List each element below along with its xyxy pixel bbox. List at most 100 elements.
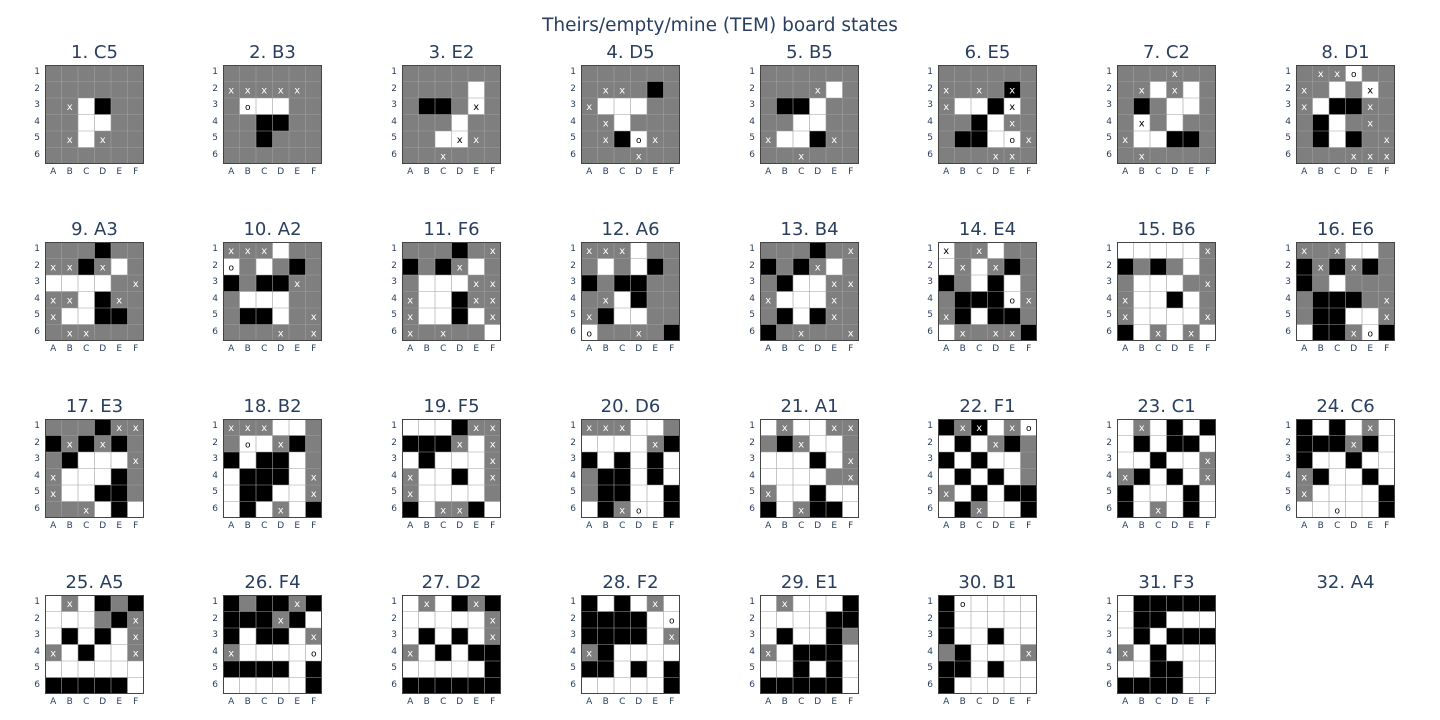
- board-cell: [94, 65, 111, 82]
- board-cell: [938, 644, 955, 661]
- board-cell: [289, 435, 306, 452]
- board-cell: [647, 308, 664, 325]
- board-cell: [630, 677, 647, 694]
- board-cell: [402, 114, 419, 131]
- row-tick-label: 4: [570, 293, 576, 304]
- col-tick-label: A: [407, 344, 414, 354]
- board-cell: [451, 595, 468, 612]
- board-cell: [1199, 98, 1216, 115]
- cell-x-mark: x: [133, 456, 139, 467]
- row-tick-label: 6: [391, 326, 397, 337]
- board-cell: [1133, 628, 1150, 645]
- board-cell: [1199, 468, 1216, 485]
- board-cell: [1362, 291, 1379, 308]
- board-cell: [418, 114, 435, 131]
- board-cell: [418, 485, 435, 502]
- row-tick-label: 3: [391, 454, 397, 465]
- board-cell: [111, 242, 128, 259]
- cell-x-mark: x: [1301, 85, 1307, 96]
- board-cell: [468, 611, 485, 628]
- board-cell: [1020, 308, 1037, 325]
- board-cell: [239, 628, 256, 645]
- cell-x-mark: x: [1139, 423, 1145, 434]
- cell-x-mark: x: [960, 328, 966, 339]
- board-cell: [809, 661, 826, 678]
- board-cell: [1020, 258, 1037, 275]
- cell-x-mark: x: [782, 599, 788, 610]
- board-cell: [1004, 275, 1021, 292]
- board-cell: [809, 501, 826, 518]
- row-tick-label: 2: [34, 83, 40, 94]
- board-cell: [418, 595, 435, 612]
- board-cell: [111, 468, 128, 485]
- col-tick-label: A: [407, 521, 414, 531]
- board-cell: [954, 324, 971, 341]
- row-tick-label: 4: [749, 470, 755, 481]
- board-cell: [1150, 65, 1167, 82]
- board-cell: [1020, 628, 1037, 645]
- col-tick-label: A: [407, 167, 414, 177]
- cell-x-mark: x: [1122, 295, 1128, 306]
- board-cell: [1329, 242, 1346, 259]
- board-cell: [1183, 98, 1200, 115]
- col-tick-label: E: [1188, 344, 1195, 354]
- board-cell: [451, 435, 468, 452]
- cell-x-mark: x: [976, 505, 982, 516]
- board-cell: [223, 452, 240, 469]
- cell-x-mark: x: [1155, 328, 1161, 339]
- cell-x-mark: x: [1334, 246, 1340, 257]
- board-cell: [614, 644, 631, 661]
- board-cell: [1378, 98, 1395, 115]
- board-cell: [61, 677, 78, 694]
- cell-x-mark: x: [1301, 489, 1307, 500]
- board-cell: [1362, 485, 1379, 502]
- board-cell: [1133, 308, 1150, 325]
- cell-x-mark: x: [245, 423, 251, 434]
- board-cell: [78, 661, 95, 678]
- board-cell: [451, 291, 468, 308]
- board-cell: [484, 147, 501, 164]
- board-cell: [971, 131, 988, 148]
- board-cell: [484, 435, 501, 452]
- col-tick-label: E: [1367, 167, 1374, 177]
- board-cell: [842, 677, 859, 694]
- board-cell: [614, 611, 631, 628]
- board-cell: [305, 81, 322, 98]
- board-cell: [987, 435, 1004, 452]
- board-cell: [1345, 324, 1362, 341]
- board-cell: [1133, 677, 1150, 694]
- row-tick-label: 3: [927, 277, 933, 288]
- board-cell: [776, 81, 793, 98]
- board-cell: [402, 628, 419, 645]
- board-cell: [938, 485, 955, 502]
- panel-title: 9. A3: [71, 219, 118, 240]
- panel-title: 27. D2: [421, 572, 482, 593]
- board-cell: [127, 242, 144, 259]
- row-tick-label: 3: [570, 630, 576, 641]
- board-cell: [45, 435, 62, 452]
- board-cell: [127, 435, 144, 452]
- board-cell: [418, 419, 435, 436]
- panel-title: 4. D5: [606, 42, 655, 63]
- panel-title: 3. E2: [428, 42, 475, 63]
- board-cell: [94, 291, 111, 308]
- board-cell: [305, 114, 322, 131]
- board-cell: [1004, 258, 1021, 275]
- row-tick-label: 2: [927, 437, 933, 448]
- col-tick-label: F: [133, 344, 139, 354]
- board-cell: [647, 242, 664, 259]
- col-tick-label: C: [83, 697, 90, 707]
- col-tick-label: B: [66, 697, 73, 707]
- col-tick-label: E: [1009, 167, 1016, 177]
- col-tick-label: C: [976, 344, 983, 354]
- board-cell: [663, 275, 680, 292]
- cell-x-mark: x: [83, 328, 89, 339]
- row-tick-label: 1: [34, 421, 40, 432]
- board-cell: [581, 628, 598, 645]
- board-cell: [826, 147, 843, 164]
- board-cell: [256, 147, 273, 164]
- row-tick-label: 3: [212, 454, 218, 465]
- cell-x-mark: x: [1122, 472, 1128, 483]
- board-cell: [305, 485, 322, 502]
- board-cell: [402, 485, 419, 502]
